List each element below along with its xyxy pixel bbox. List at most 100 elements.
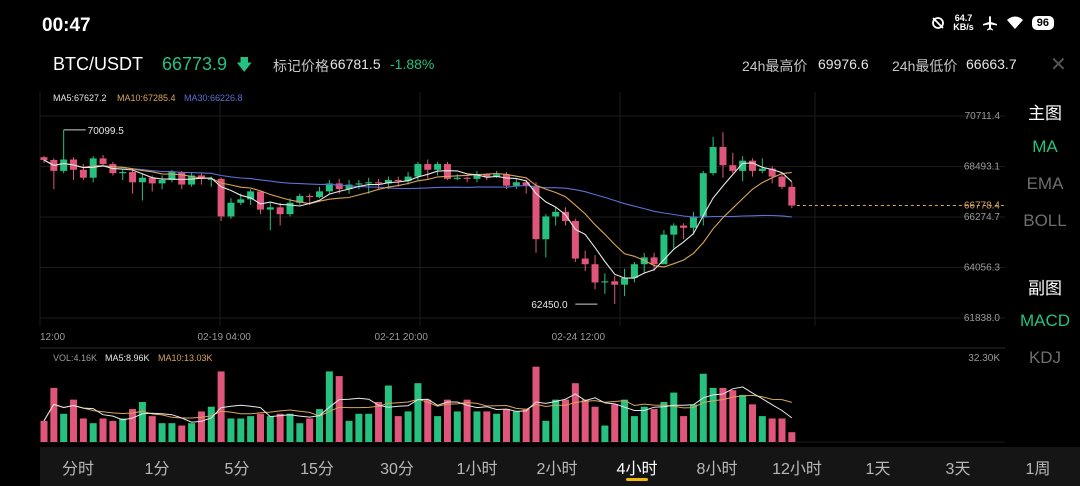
candle-body <box>670 225 678 235</box>
candle-body <box>197 175 205 179</box>
volume-bar <box>699 373 707 442</box>
y-tick-label: 70711.4 <box>965 111 1001 122</box>
candle-body <box>552 211 560 217</box>
candle-body <box>335 183 343 190</box>
volume-bar <box>207 406 215 442</box>
indicator-boll[interactable]: BOLL <box>1023 211 1067 230</box>
low-24h-label: 24h最低价 <box>892 58 958 74</box>
candle-body <box>119 172 127 174</box>
max-price-label: 70099.5 <box>88 126 125 137</box>
candle-body <box>699 173 707 217</box>
kline-chart[interactable]: MA5:67627.2 MA10:67285.4 MA30:66226.8 70… <box>0 80 1010 447</box>
volume-bar <box>99 418 107 442</box>
volume-bar <box>79 418 87 442</box>
candle-body <box>256 191 264 210</box>
candle-body <box>296 195 304 203</box>
volume-bar <box>40 420 48 442</box>
candle-body <box>483 174 491 177</box>
volume-bar <box>217 371 225 442</box>
close-icon[interactable]: ✕ <box>1050 54 1067 76</box>
candle-body <box>424 164 432 170</box>
candle-body <box>581 258 589 265</box>
indicator-ma[interactable]: MA <box>1032 137 1058 156</box>
x-tick-label: 12:00 <box>40 332 65 343</box>
volume-bar <box>463 399 471 442</box>
candle-body <box>719 146 727 166</box>
tab-15m[interactable]: 15分 <box>300 461 334 478</box>
ma30-indicator: MA30:66226.8 <box>184 93 243 103</box>
indicator-kdj[interactable]: KDJ <box>1028 348 1062 367</box>
volume-bar <box>138 402 146 442</box>
candle-body <box>129 172 137 183</box>
indicator-macd[interactable]: MACD <box>1019 311 1071 330</box>
candle-body <box>739 160 747 171</box>
volume-bar <box>394 416 402 442</box>
tab-8h[interactable]: 8小时 <box>696 461 738 478</box>
tab-4h[interactable]: 4小时 <box>616 461 658 478</box>
trading-pair[interactable]: BTC/USDT <box>53 54 143 74</box>
volume-bar <box>453 411 461 442</box>
tab-5m[interactable]: 5分 <box>224 461 250 478</box>
candle-body <box>502 174 510 186</box>
candle-body <box>306 195 314 198</box>
tab-1d[interactable]: 1天 <box>865 461 891 478</box>
volume-bar <box>601 425 609 442</box>
candle-body <box>453 177 461 179</box>
status-icons: 64.7 KB/s 96 <box>931 14 1054 32</box>
candle-body <box>512 182 520 186</box>
volume-bar <box>650 409 658 442</box>
candle-body <box>601 281 609 283</box>
volume-bar <box>316 409 324 442</box>
tab-30m[interactable]: 30分 <box>380 461 414 478</box>
x-tick-label: 02-21 20:00 <box>375 332 429 343</box>
tab-3d[interactable]: 3天 <box>945 461 971 478</box>
candle-body <box>247 191 255 200</box>
candle-body <box>99 158 107 165</box>
volume-ma5-indicator: MA5:8.96K <box>105 353 150 363</box>
candle-body <box>375 182 383 184</box>
candle-body <box>591 264 599 283</box>
volume-indicator: VOL:4.16K <box>53 353 97 363</box>
candle-body <box>768 168 776 177</box>
candle-body <box>316 191 324 198</box>
tab-1h[interactable]: 1小时 <box>456 461 498 478</box>
candle-body <box>709 146 717 174</box>
candle-body <box>365 182 373 184</box>
indicator-ema[interactable]: EMA <box>1026 174 1064 193</box>
volume-bar <box>424 399 432 442</box>
candle-body <box>404 176 412 182</box>
x-tick-label: 02-24 12:00 <box>552 332 606 343</box>
airplane-icon <box>982 16 997 31</box>
volume-bar <box>581 399 589 442</box>
volume-bar <box>168 423 176 442</box>
candle-body <box>178 172 186 185</box>
candle-body <box>414 164 422 177</box>
candle-body <box>660 234 668 265</box>
volume-bar <box>670 392 678 442</box>
volume-bar <box>562 399 570 442</box>
volume-bar <box>552 399 560 442</box>
tab-1m[interactable]: 1分 <box>144 461 170 478</box>
candle-body <box>384 180 392 184</box>
volume-bar <box>404 411 412 442</box>
tab-realtime[interactable]: 分时 <box>61 461 95 478</box>
volume-bar <box>247 416 255 442</box>
candle-body <box>217 178 225 217</box>
sub-chart-label: 副图 <box>1028 279 1062 298</box>
volume-bar <box>306 418 314 442</box>
candle-body <box>158 180 166 184</box>
ma30-line <box>43 159 792 218</box>
volume-bar <box>355 413 363 442</box>
candle-body <box>571 220 579 259</box>
tab-2h[interactable]: 2小时 <box>536 461 578 478</box>
tab-1w[interactable]: 1周 <box>1025 461 1051 478</box>
tab-12h[interactable]: 12小时 <box>772 461 822 478</box>
mark-price-label: 标记价格 <box>273 58 329 74</box>
candle-body <box>345 184 353 190</box>
volume-bar <box>689 404 697 442</box>
volume-bar <box>758 416 766 442</box>
candle-body <box>689 216 697 228</box>
candle-body <box>60 159 68 171</box>
candle-body <box>778 176 786 187</box>
volume-ma5-line <box>43 386 793 423</box>
